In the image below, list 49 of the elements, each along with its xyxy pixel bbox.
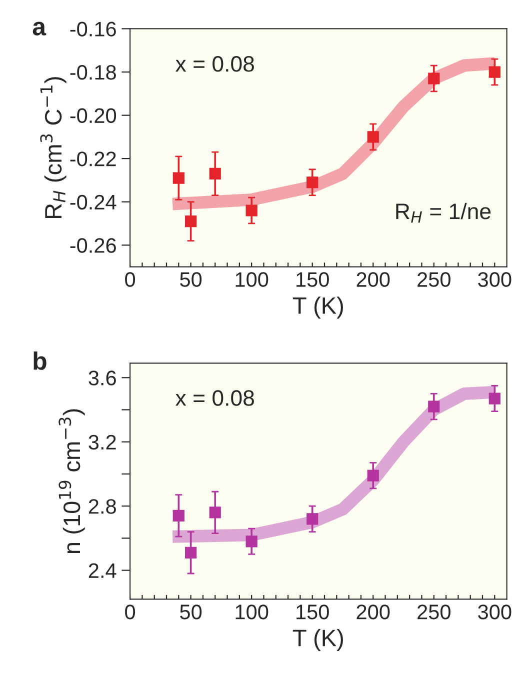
y-axis-title: n (10$^{19}$ cm$^{−3}$) [58,409,85,554]
x-tick-label: 0 [125,272,136,287]
point [488,392,500,404]
annotation: R$_{H}$ = 1/ne [396,202,491,223]
y-tick-label: -0.16 [70,22,116,36]
x-tick-label: 0 [125,604,136,620]
x-tick-label: 50 [180,272,202,287]
point [209,168,221,180]
point [185,546,197,558]
y-axis-title: R$_{H}$ (cm$^{3}$ C$^{−1}$) [40,77,66,218]
x-tick-label: 250 [418,604,450,620]
point [488,66,500,78]
chart-title: a [32,22,46,36]
y-tick-label: 3.6 [88,370,116,386]
x-tick-label: 250 [418,272,450,287]
annotation: x = 0.08 [176,390,254,406]
y-tick-label: -0.18 [70,65,116,80]
x-tick-label: 300 [478,604,512,620]
x-tick-label: 200 [356,604,390,620]
point [246,204,258,216]
point [367,131,379,143]
point [428,400,440,412]
point [306,513,318,525]
x-tick-label: 100 [236,272,268,287]
point [172,510,184,522]
point [428,72,440,84]
x-axis-title: T (K) [292,629,343,652]
y-tick-label: 3.2 [88,434,116,450]
point [306,176,318,188]
y-tick-label: 2.4 [88,563,116,578]
y-tick-label: -0.24 [70,194,116,210]
y-tick-label: -0.22 [70,152,116,166]
point [172,172,184,184]
point [367,470,379,482]
point [246,536,258,548]
x-tick-label: 200 [356,272,390,287]
point [209,506,221,518]
y-tick-label: 2.8 [88,499,116,514]
x-tick-label: 150 [296,272,329,287]
x-tick-label: 50 [180,604,202,620]
annotation: x = 0.08 [176,56,254,72]
chart-title: b [34,352,46,370]
y-tick-label: -0.20 [70,108,116,124]
point [185,216,197,228]
y-tick-label: -0.26 [70,238,116,253]
x-axis-title: T (K) [292,296,343,319]
x-tick-label: 100 [236,604,268,620]
x-tick-label: 300 [478,272,512,287]
x-tick-label: 150 [296,604,329,620]
